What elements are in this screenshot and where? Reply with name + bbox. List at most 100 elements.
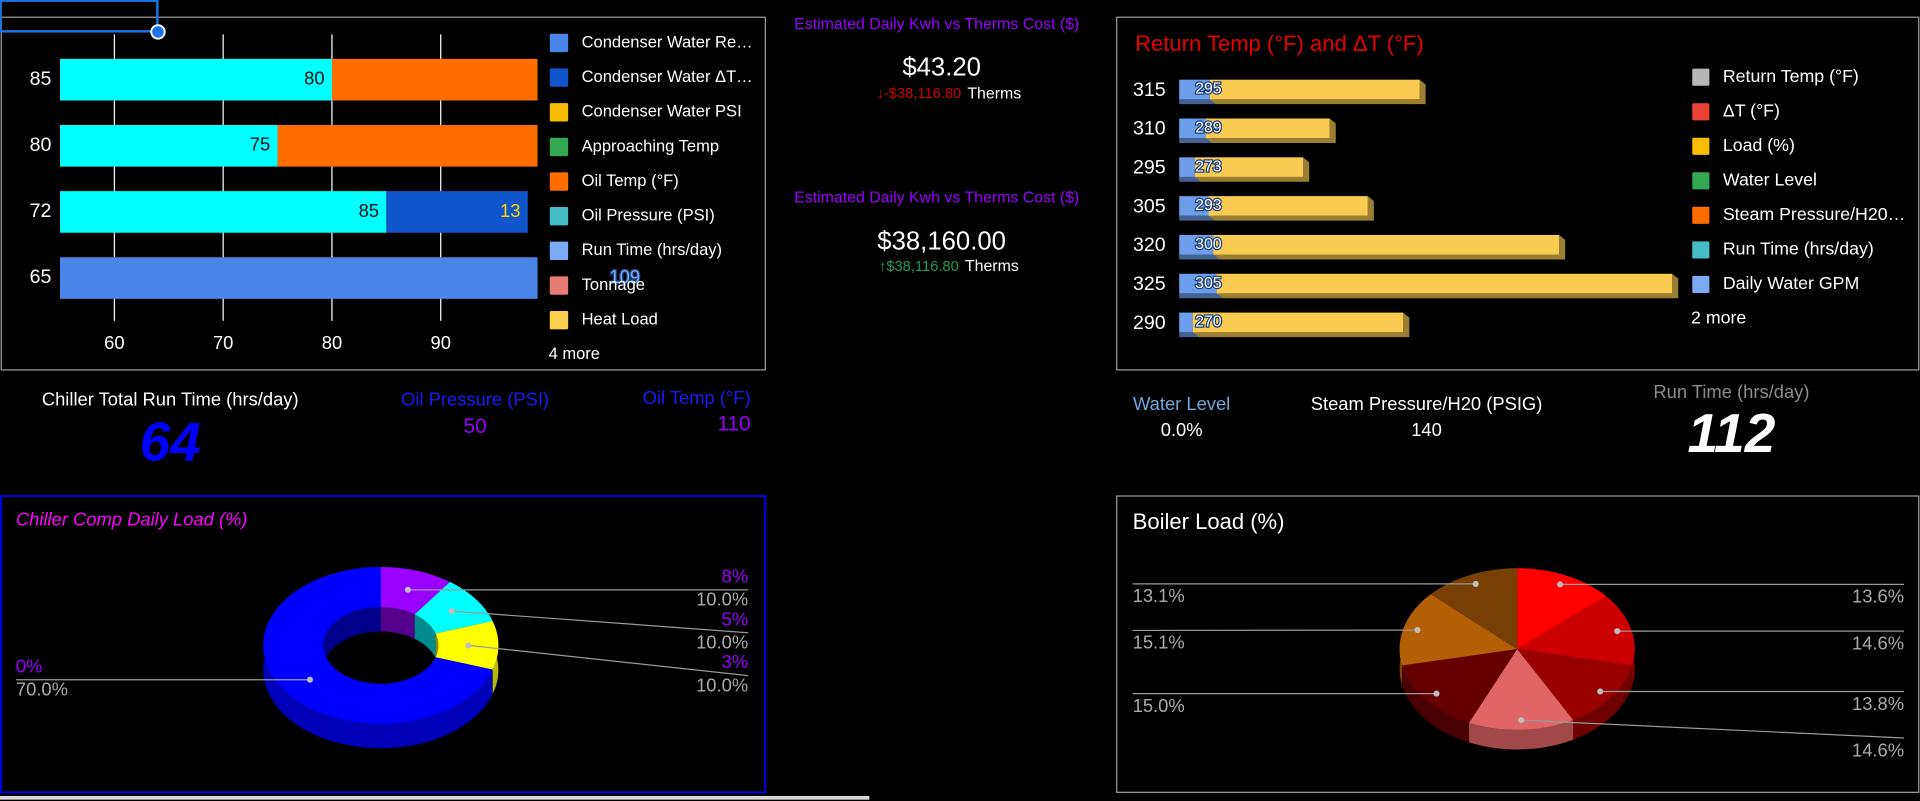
y-tick-label: 305: [1133, 195, 1166, 217]
scorecard-value: 50: [464, 415, 487, 438]
slices: [263, 567, 499, 724]
leader-dot: [1597, 688, 1604, 695]
card-delta: ↑$38,116.80: [879, 259, 959, 275]
slice: [1399, 594, 1518, 666]
legend-swatch: [549, 276, 569, 295]
legend-more[interactable]: 2 more: [1691, 308, 1746, 328]
slice: [1517, 568, 1606, 650]
panel-border: [1116, 16, 1920, 371]
legend-label: Condenser Water ΔT…: [582, 67, 753, 86]
scorecard-label: Steam Pressure/H20 (PSIG): [1311, 393, 1543, 414]
panel-border: [0, 495, 767, 794]
bar-front: [1213, 234, 1560, 255]
data-label: 289: [1195, 119, 1222, 136]
bar: [1216, 273, 1679, 299]
legend-swatch: [549, 207, 569, 226]
y-tick-label: 85: [30, 68, 52, 90]
y-tick-label: 80: [30, 134, 52, 156]
slice-inner-wall: [380, 606, 415, 639]
leader-dot: [306, 676, 314, 683]
legend-label: ΔT (°F): [1723, 100, 1780, 120]
bar: [1192, 312, 1410, 338]
leader-dot: [1433, 690, 1440, 697]
slice-value: 10.0%: [696, 674, 748, 695]
scorecard-value: 64: [140, 410, 201, 472]
card-delta-unit: Therms: [967, 86, 1021, 103]
x-tick-label: 60: [104, 332, 124, 353]
y-tick-label: 310: [1133, 118, 1166, 140]
slice-value: 14.6%: [1852, 632, 1904, 653]
panel-border: [1116, 495, 1920, 793]
legend-label: Heat Load: [582, 310, 658, 329]
data-label: 109: [609, 266, 640, 287]
data-label: 75: [250, 134, 270, 155]
bar: [1209, 79, 1426, 105]
legend-swatch: [1692, 172, 1710, 190]
bar: [60, 257, 538, 299]
legend-label: Run Time (hrs/day): [1723, 239, 1874, 259]
slice-name: 0%: [16, 655, 43, 676]
legend-more[interactable]: 4 more: [549, 344, 600, 363]
data-label: 300: [1195, 236, 1222, 253]
y-tick-label: 72: [30, 200, 52, 222]
leader-dot: [465, 642, 472, 649]
data-label: 80: [304, 68, 324, 89]
legend-label: Condenser Water PSI: [582, 102, 742, 121]
bar: [60, 58, 332, 101]
legend-swatch: [549, 103, 569, 122]
slice-labels: 8%10.0%5%10.0%3%10.0%0%70.0%: [15, 565, 749, 700]
leader-line: [468, 644, 749, 677]
scrollbar[interactable]: [0, 796, 870, 800]
legend-swatch: [1692, 68, 1710, 86]
card-title: Estimated Daily Kwh vs Therms Cost ($): [794, 190, 1079, 207]
chart-title: Chiller Comp Daily Load (%): [16, 508, 248, 529]
y-tick-label: 295: [1133, 157, 1166, 179]
slice: [1469, 649, 1574, 730]
leader-dot: [1472, 580, 1479, 587]
leader-dot: [404, 586, 411, 593]
slice-value: 13.1%: [1133, 585, 1185, 606]
slice-name: 8%: [722, 565, 749, 586]
legend-label: Oil Temp (°F): [582, 171, 679, 190]
legend-swatch: [1692, 103, 1710, 121]
legend-label: Steam Pressure/H20…: [1723, 204, 1906, 224]
legend-swatch: [1692, 206, 1710, 224]
data-label: 293: [1195, 197, 1222, 214]
bar-front: [1205, 118, 1330, 139]
bar-front: [1192, 312, 1404, 333]
scorecard-label: Water Level: [1133, 393, 1230, 414]
y-tick-label: 325: [1133, 273, 1166, 295]
scorecard-value: 112: [1688, 402, 1776, 464]
legend-label: Water Level: [1723, 170, 1817, 190]
bar: [1208, 196, 1374, 221]
legend-label: Return Temp (°F): [1723, 66, 1859, 86]
bar-front: [1179, 79, 1210, 100]
card-delta: ↓-$38,116.80: [877, 86, 962, 102]
bar-front: [1208, 196, 1368, 216]
chart-title: Return Temp (°F) and ΔT (°F): [1135, 31, 1424, 56]
data-label: 273: [1195, 158, 1222, 175]
bar-front: [1209, 79, 1420, 100]
scorecard-value: 110: [717, 412, 750, 435]
bar: [331, 58, 538, 101]
card-title: Estimated Daily Kwh vs Therms Cost ($): [794, 16, 1079, 33]
selection-box[interactable]: [0, 0, 159, 33]
legend-swatch: [1692, 241, 1710, 259]
legend-label: Condenser Water Re…: [582, 32, 753, 51]
scorecard-label: Oil Temp (°F): [643, 387, 751, 408]
scorecard-label: Oil Pressure (PSI): [401, 388, 549, 409]
slice: [1517, 596, 1635, 666]
legend-label: Daily Water GPM: [1723, 273, 1859, 293]
legend-label: Tonnage: [582, 275, 645, 294]
slice-labels: 13.6% 14.6% 13.8% 14.6% 13.1% 15.1% 15.0%: [1132, 580, 1905, 760]
slice: [414, 581, 493, 634]
legend-swatch: [1692, 275, 1710, 293]
x-tick-label: 70: [213, 332, 233, 353]
bars: [60, 58, 538, 299]
bar: [1213, 234, 1566, 260]
resize-handle[interactable]: [150, 24, 166, 40]
data-labels: 80 75 85 13 109: [250, 68, 641, 289]
slice-value: 13.8%: [1852, 693, 1904, 714]
leader-line: [1521, 719, 1905, 739]
